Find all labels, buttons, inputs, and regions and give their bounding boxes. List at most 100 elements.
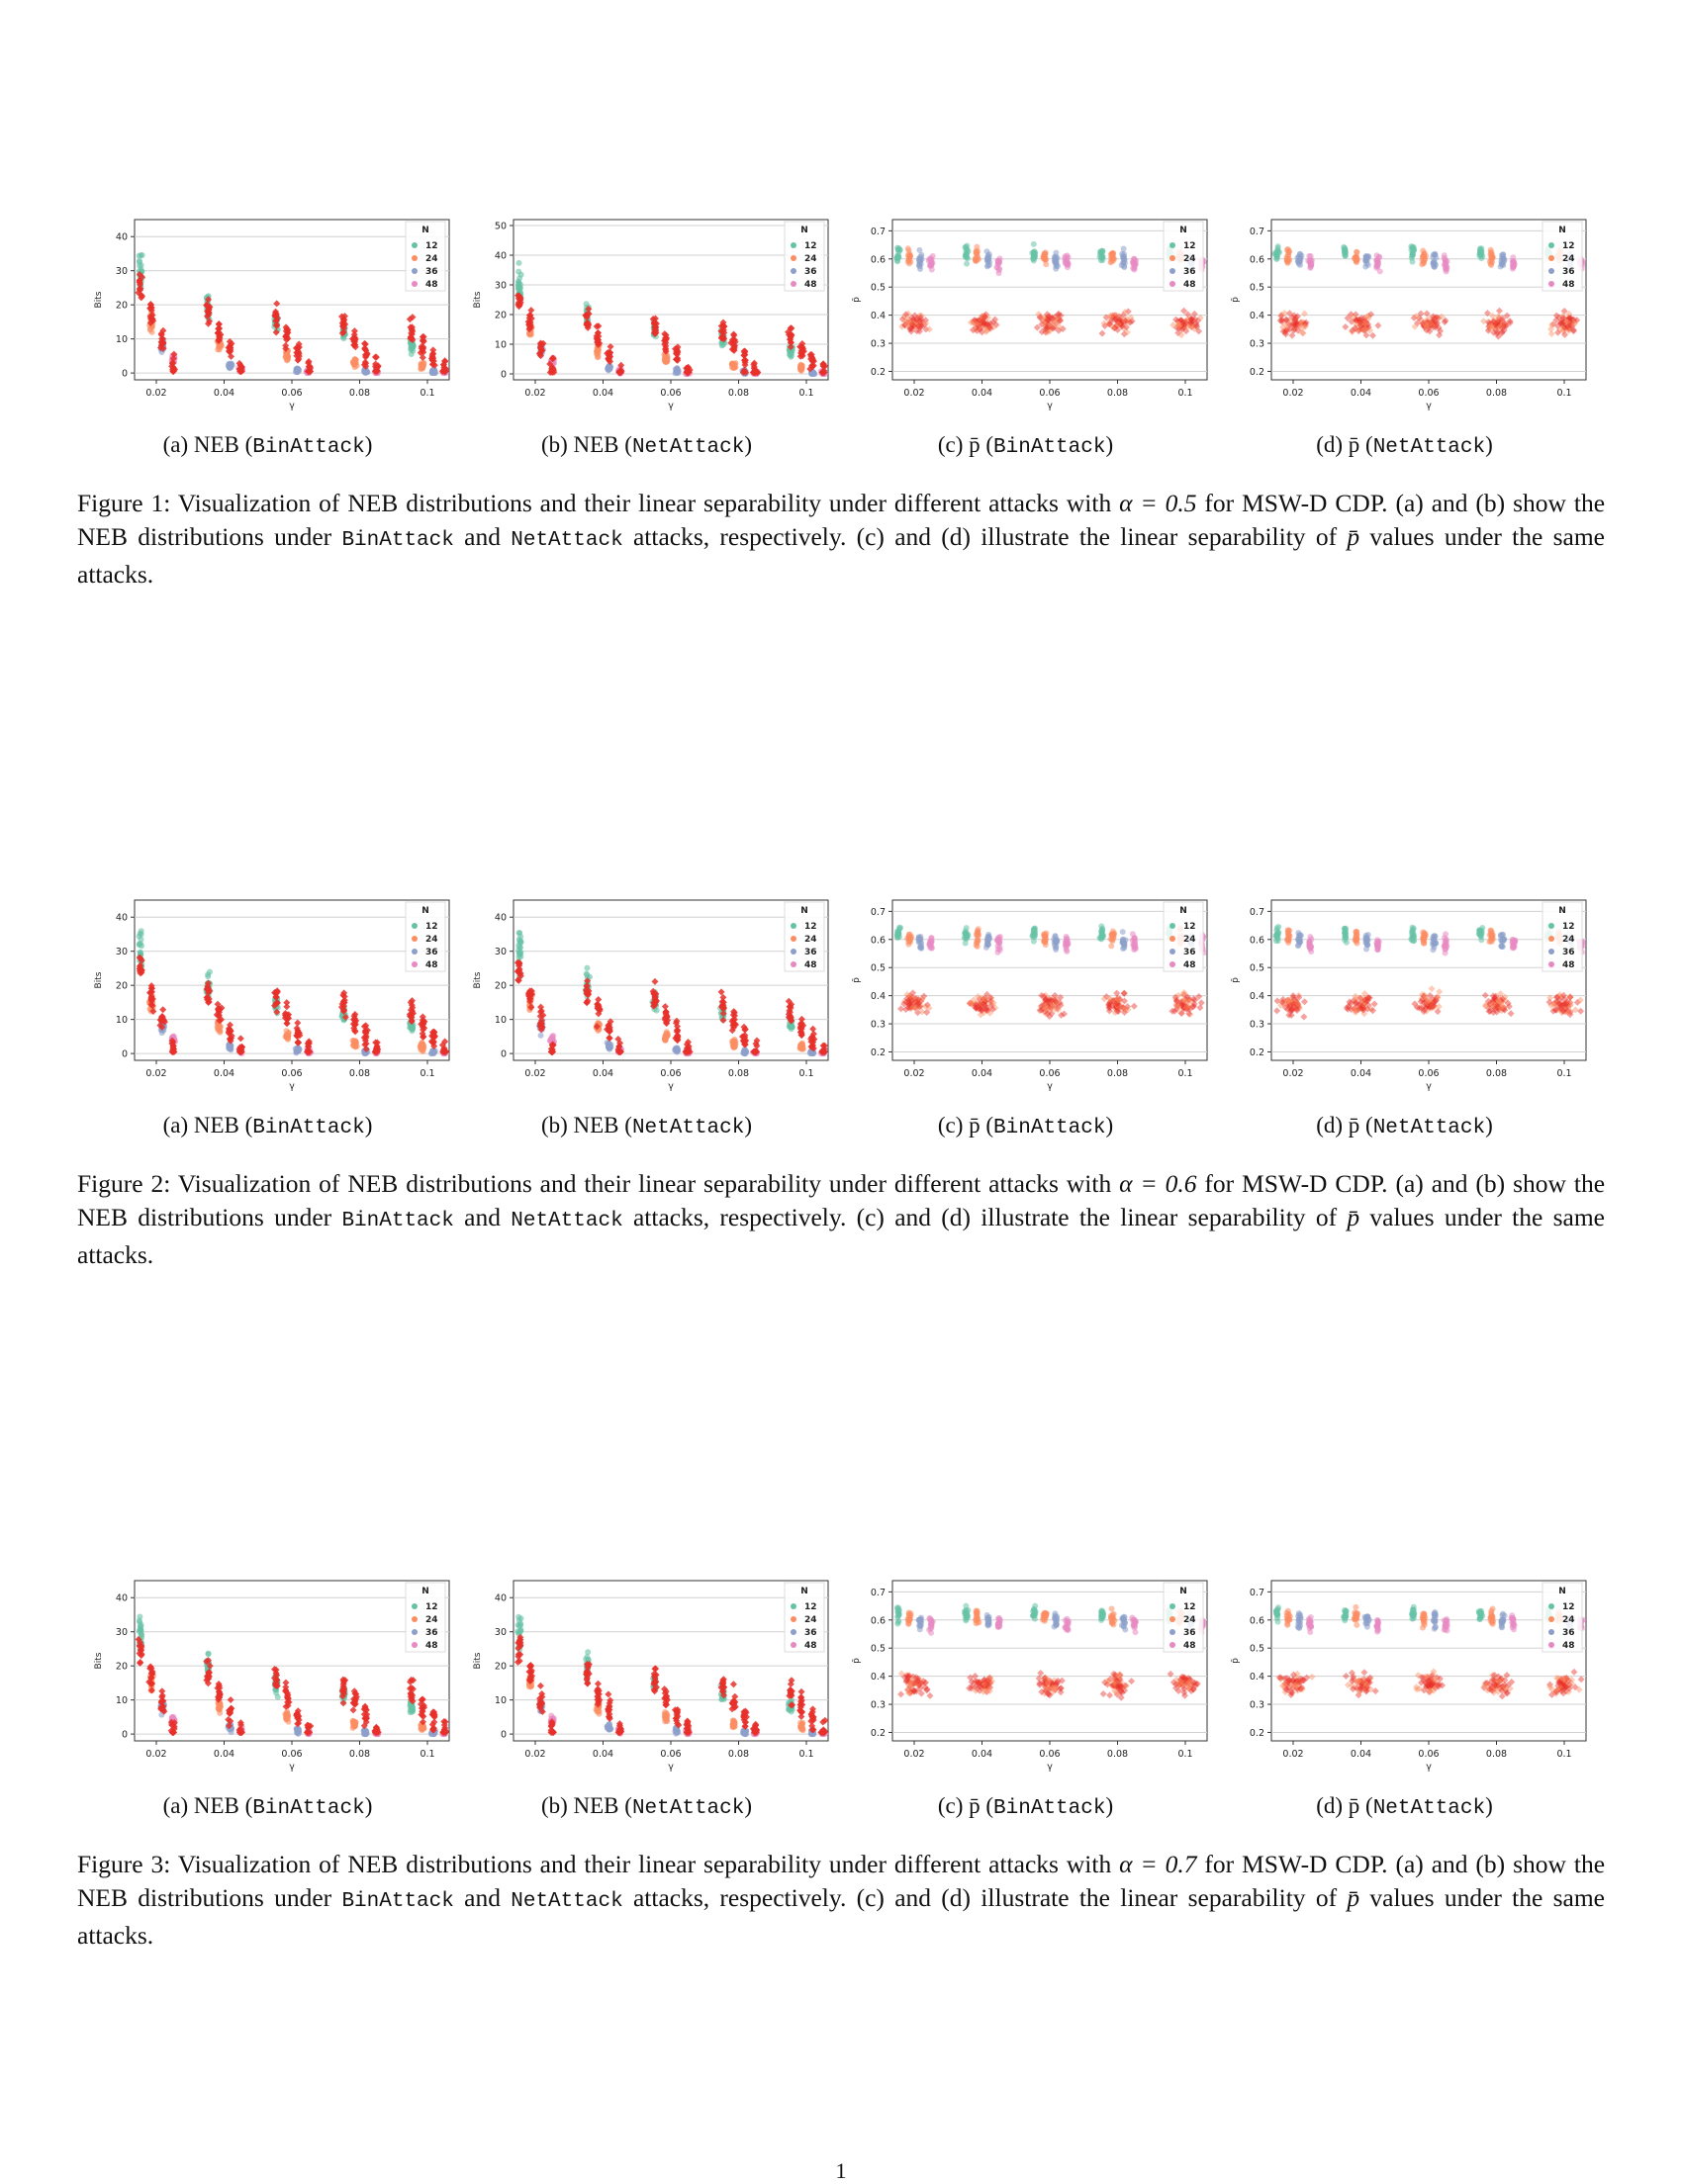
data-point-n24	[905, 252, 911, 258]
x-tick-label: 0.1	[798, 388, 813, 399]
legend-marker-n48	[412, 281, 418, 287]
x-axis-label: γ	[289, 401, 295, 411]
subcaption-neb-netattack: (b) NEB (NetAttack)	[456, 432, 837, 459]
x-tick-label: 0.04	[593, 1068, 613, 1079]
x-axis-label: γ	[1426, 401, 1432, 411]
x-axis-label: γ	[1047, 401, 1053, 411]
data-point-n24	[1488, 257, 1494, 263]
y-axis-label: p̄	[1231, 977, 1241, 983]
data-point-n12	[516, 930, 522, 936]
data-point-n36	[986, 262, 992, 268]
y-tick-label: 0.3	[1250, 339, 1264, 350]
x-tick-label: 0.06	[281, 1068, 302, 1079]
x-axis-label: γ	[668, 401, 674, 411]
legend-marker-n48	[1548, 281, 1554, 287]
legend-label-n48: 48	[804, 280, 817, 290]
data-point-n12	[584, 965, 590, 971]
y-tick-label: 0.4	[871, 311, 886, 321]
plot-frame	[135, 220, 449, 380]
data-point-n12	[410, 343, 416, 349]
subcaption-neb-binattack: (a) NEB (BinAttack)	[77, 432, 458, 459]
data-point-n48	[1065, 941, 1071, 947]
y-tick-label: 0.6	[1250, 935, 1264, 946]
y-axis-label: p̄	[852, 977, 862, 983]
data-point-n24	[799, 363, 805, 369]
data-point-n48	[1132, 935, 1138, 941]
data-point-n36	[917, 945, 923, 951]
data-point-n24	[354, 1044, 360, 1049]
data-point-n36	[916, 247, 922, 253]
data-point-n48	[1511, 264, 1517, 270]
y-tick-label: 0.3	[871, 1020, 886, 1031]
y-tick-label: 20	[495, 311, 507, 321]
data-point-n48	[996, 267, 1002, 273]
data-point-n12	[1275, 245, 1281, 251]
legend-label-n36: 36	[804, 267, 817, 277]
data-point-n24	[1284, 258, 1290, 264]
legend-marker-n24	[1169, 255, 1175, 261]
x-tick-label: 0.1	[420, 388, 434, 399]
data-point-n48	[997, 947, 1003, 953]
x-tick-label: 0.02	[1282, 388, 1303, 399]
data-point-n48	[1064, 947, 1070, 953]
legend-title: N	[421, 906, 429, 916]
data-point-n24	[1108, 258, 1114, 264]
data-point-n24	[418, 366, 423, 372]
legend-marker-n24	[412, 936, 418, 942]
legend-label-n36: 36	[1562, 267, 1575, 277]
data-point-n36	[917, 937, 923, 943]
y-tick-label: 0.5	[871, 283, 886, 294]
data-point-n12	[895, 246, 901, 252]
data-point-n36	[983, 248, 989, 254]
subcaption-pbar-netattack: (d) p̄ (NetAttack)	[1214, 432, 1595, 459]
legend-label-n12: 12	[425, 922, 438, 932]
y-tick-label: 0	[501, 370, 507, 381]
y-tick-label: 10	[116, 334, 128, 345]
y-tick-label: 0.5	[871, 963, 886, 974]
data-point-n24	[1109, 253, 1115, 259]
data-point-n48	[996, 258, 1002, 264]
legend-marker-n48	[791, 961, 796, 967]
x-axis-label: γ	[668, 1081, 674, 1092]
data-point-n36	[1431, 260, 1437, 266]
x-tick-label: 0.02	[145, 388, 166, 399]
y-axis-label: Bits	[94, 971, 104, 988]
x-tick-label: 0.1	[1177, 388, 1192, 399]
legend-label-n24: 24	[1183, 254, 1196, 264]
data-point-n36	[916, 263, 922, 269]
x-tick-label: 0.1	[1556, 388, 1571, 399]
x-tick-label: 0.06	[281, 388, 302, 399]
data-point-n36	[1364, 254, 1370, 260]
legend-label-n48: 48	[1562, 280, 1575, 290]
y-tick-label: 0.2	[1250, 1047, 1264, 1058]
legend-label-n48: 48	[425, 280, 438, 290]
legend-title: N	[1558, 226, 1566, 235]
data-point-n12	[1099, 935, 1105, 941]
x-tick-label: 0.02	[1282, 1068, 1303, 1079]
legend-marker-n36	[791, 268, 796, 274]
x-tick-label: 0.04	[1351, 388, 1371, 399]
y-tick-label: 20	[116, 301, 128, 312]
y-tick-label: 0.5	[1250, 283, 1264, 294]
legend-label-n12: 12	[1562, 241, 1575, 251]
data-point-n36	[1499, 261, 1505, 267]
data-point-n36	[538, 1033, 544, 1039]
legend-marker-n36	[412, 949, 418, 955]
data-point-n12	[964, 925, 970, 931]
legend-marker-n12	[791, 923, 796, 929]
x-tick-label: 0.1	[420, 1068, 434, 1079]
legend-title: N	[1179, 906, 1187, 916]
plot-frame	[892, 900, 1207, 1060]
legend-label-n24: 24	[804, 254, 817, 264]
legend-marker-n12	[412, 242, 418, 248]
data-point-n36	[1296, 258, 1302, 264]
data-point-n48	[1444, 269, 1449, 275]
y-tick-label: 0.2	[871, 367, 886, 378]
y-axis-label: p̄	[852, 297, 862, 303]
data-point-n36	[226, 1046, 232, 1051]
